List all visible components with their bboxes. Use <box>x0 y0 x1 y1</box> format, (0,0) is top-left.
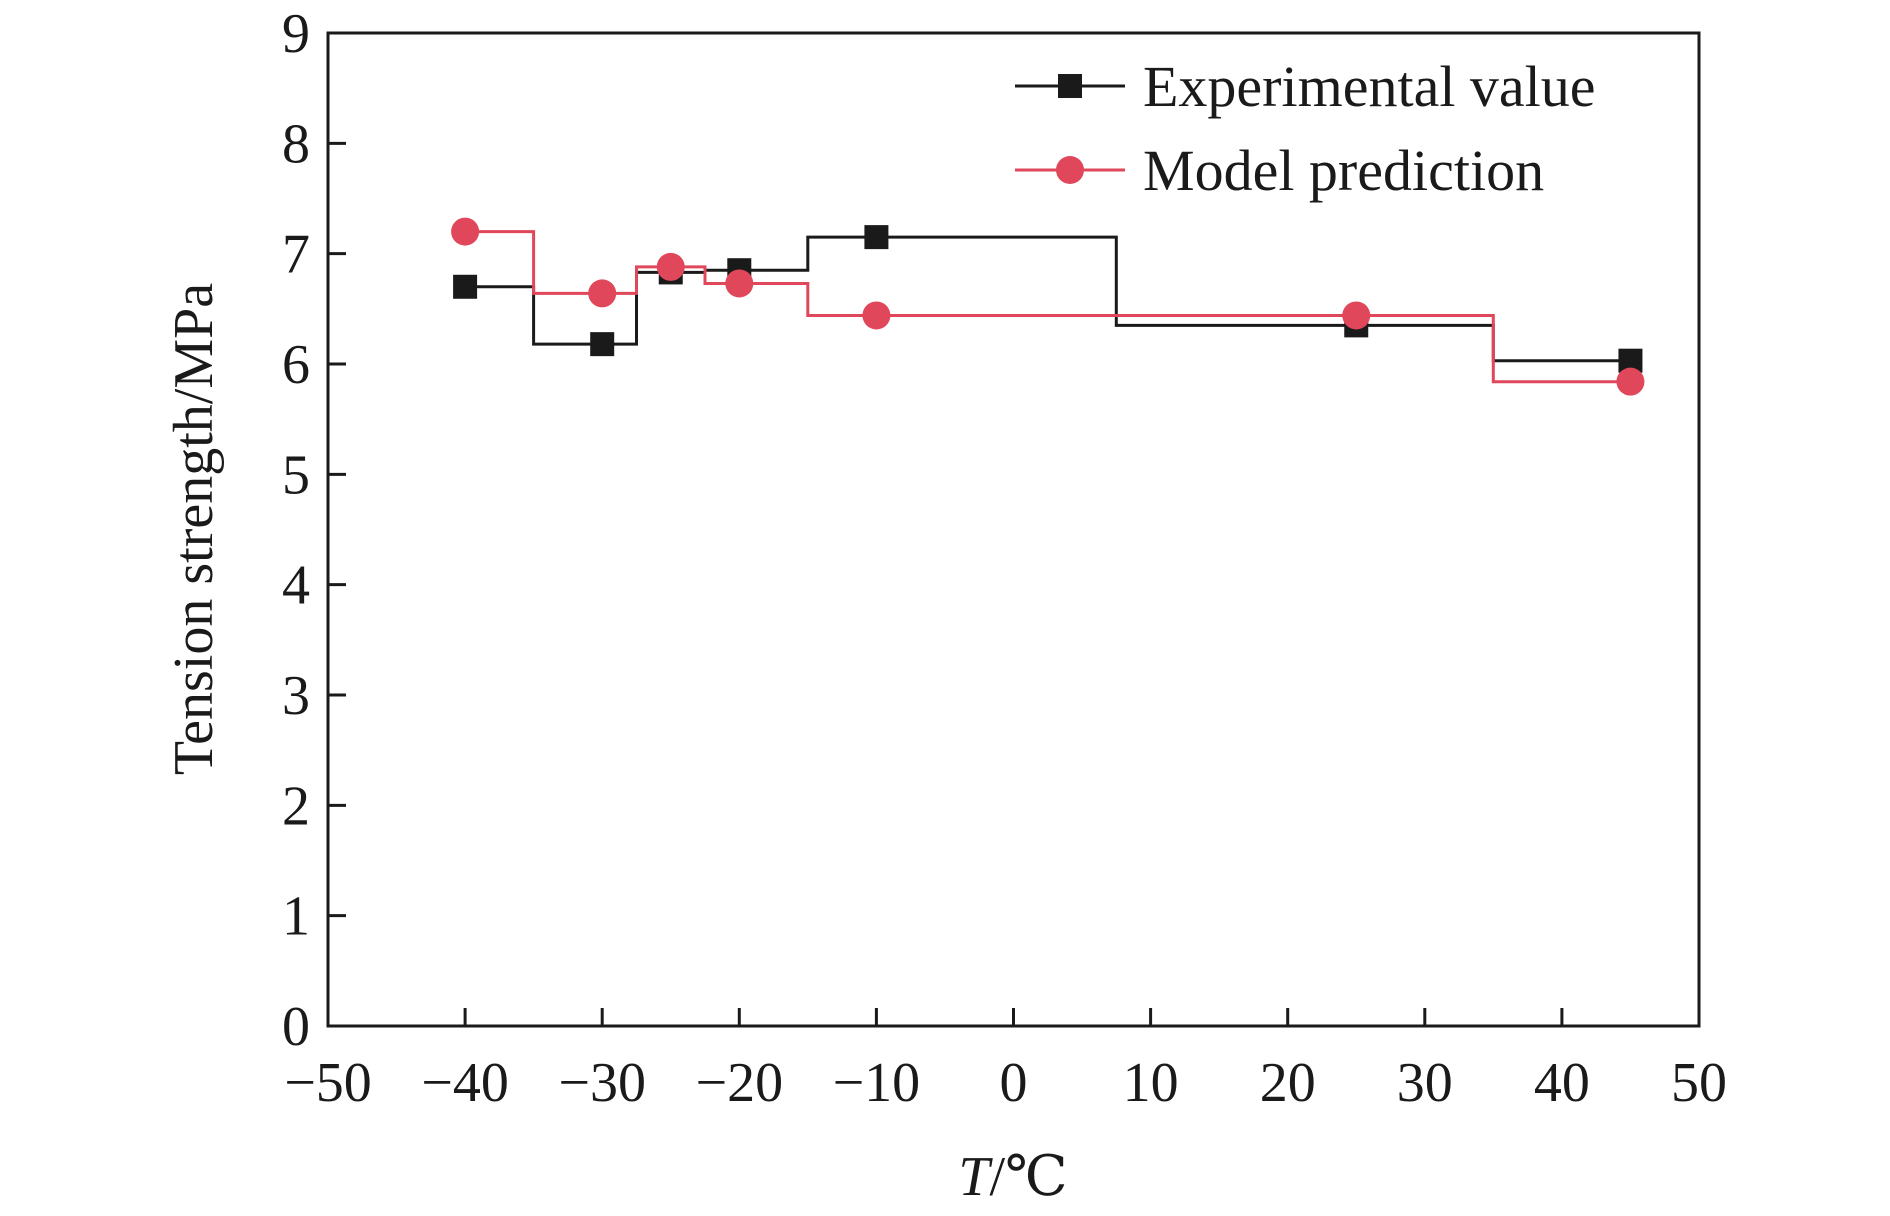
series-lines <box>465 230 1631 384</box>
x-tick-label: −30 <box>558 1052 646 1114</box>
y-tick-label: 4 <box>282 555 310 617</box>
axis-ticks <box>328 141 1564 1026</box>
x-tick-label: 20 <box>1260 1052 1316 1114</box>
legend-item-model: Model prediction <box>1015 138 1544 203</box>
data-point-model <box>451 217 480 246</box>
x-tick-label: −20 <box>696 1052 784 1114</box>
legend-label-model: Model prediction <box>1143 138 1544 203</box>
y-tick-label: 7 <box>282 224 310 286</box>
y-tick-label: 6 <box>282 334 310 396</box>
legend-marker-experimental <box>1058 74 1082 98</box>
x-tick-label: −10 <box>833 1052 921 1114</box>
x-tick-label: −50 <box>284 1052 372 1114</box>
data-point-experimental <box>864 225 889 250</box>
plot-area-frame <box>326 31 1701 1028</box>
y-tick-labels: 0 1 2 3 4 5 6 7 8 9 <box>282 3 310 1058</box>
x-tick-label: 0 <box>1000 1052 1028 1114</box>
data-point-model <box>1342 301 1371 330</box>
y-axis-title: Tension strength/MPa <box>163 283 225 775</box>
y-tick-label: 2 <box>282 775 310 837</box>
data-point-model <box>862 301 891 330</box>
data-point-model <box>588 279 617 308</box>
data-point-model <box>1616 367 1645 396</box>
data-point-model <box>656 252 685 281</box>
y-tick-label: 8 <box>282 113 310 175</box>
series-markers <box>451 217 1645 396</box>
y-tick-label: 3 <box>282 665 310 727</box>
x-tick-label: 40 <box>1534 1052 1590 1114</box>
x-axis-variable: T <box>958 1146 993 1208</box>
x-axis-title: T/℃ <box>958 1146 1067 1208</box>
x-tick-labels: −50 −40 −30 −20 −10 0 10 20 30 40 50 <box>284 1052 1727 1114</box>
y-tick-label: 1 <box>282 886 310 948</box>
y-tick-label: 5 <box>282 444 310 506</box>
data-point-experimental <box>453 274 478 299</box>
legend-marker-model <box>1056 156 1084 184</box>
legend: Experimental value Model prediction <box>1015 54 1596 203</box>
legend-label-experimental: Experimental value <box>1143 54 1596 119</box>
legend-item-experimental: Experimental value <box>1015 54 1596 119</box>
x-tick-label: 30 <box>1397 1052 1453 1114</box>
series-line-experimental <box>465 235 1631 363</box>
x-tick-label: 50 <box>1671 1052 1727 1114</box>
data-point-experimental <box>590 332 615 357</box>
data-point-model <box>725 269 754 298</box>
x-tick-label: 10 <box>1123 1052 1179 1114</box>
x-tick-label: −40 <box>421 1052 509 1114</box>
y-tick-label: 9 <box>282 3 310 65</box>
series-line-model <box>465 230 1631 384</box>
y-tick-label: 0 <box>282 996 310 1058</box>
x-axis-unit: /℃ <box>989 1146 1067 1208</box>
